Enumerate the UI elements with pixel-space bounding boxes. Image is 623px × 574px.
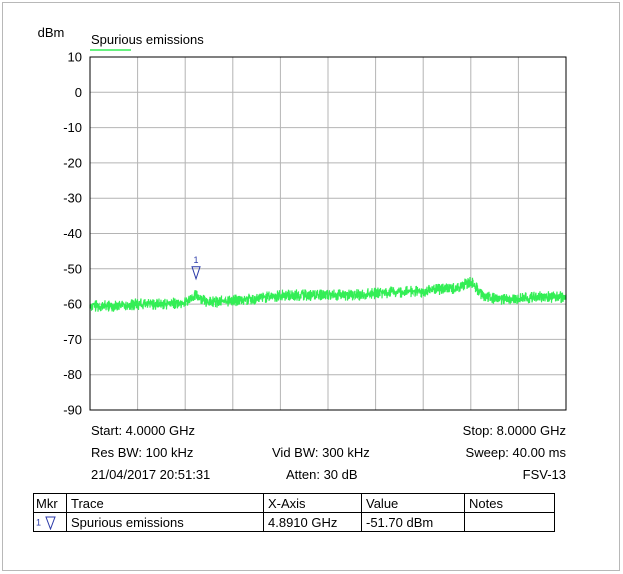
header-notes: Notes (464, 493, 555, 513)
table-row: 1 Spurious emissions 4.8910 GHz -51.70 d… (33, 512, 555, 532)
video-bandwidth: Vid BW: 300 kHz (272, 445, 370, 460)
y-tick-label: -90 (63, 403, 82, 418)
stop-frequency: Stop: 8.0000 GHz (462, 423, 566, 438)
markers: 1 (191, 255, 201, 281)
row-trace: Spurious emissions (66, 512, 264, 532)
marker-table-header: Mkr Trace X-Axis Value Notes (33, 493, 555, 513)
header-x-axis: X-Axis (263, 493, 362, 513)
trace-series (89, 276, 567, 312)
row-notes (464, 512, 555, 532)
y-tick-label: -70 (63, 332, 82, 347)
y-tick-label: -20 (63, 155, 82, 170)
grid (90, 57, 566, 410)
y-tick-label: -80 (63, 367, 82, 382)
trace-line (89, 276, 567, 312)
marker-id: 1 (36, 517, 42, 528)
marker-label: 1 (194, 255, 199, 265)
header-trace: Trace (66, 493, 264, 513)
legend-trace-label: Spurious emissions (91, 32, 204, 47)
row-value: -51.70 dBm (361, 512, 465, 532)
marker-triangle-icon (44, 516, 56, 531)
y-tick-label: -40 (63, 226, 82, 241)
y-axis-unit-label: dBm (38, 25, 65, 40)
y-tick-label: -30 (63, 191, 82, 206)
y-tick-labels: 10 0 -10 -20 -30 -40 -50 -60 -70 -80 -90 (63, 50, 82, 418)
timestamp: 21/04/2017 20:51:31 (91, 467, 211, 482)
header-mkr: Mkr (33, 493, 67, 513)
row-x-axis: 4.8910 GHz (263, 512, 362, 532)
marker-triangle (191, 266, 201, 281)
plot-area-border (89, 56, 567, 411)
attenuation: Atten: 30 dB (286, 467, 358, 482)
marker-table: Mkr Trace X-Axis Value Notes 1 Spurious … (33, 493, 555, 532)
y-tick-label: 10 (68, 50, 82, 65)
device-name: FSV-13 (522, 467, 566, 482)
y-tick-label: -60 (63, 297, 82, 312)
sweep-time: Sweep: 40.00 ms (465, 445, 566, 460)
y-tick-label: 0 (75, 85, 82, 100)
y-tick-label: -50 (63, 261, 82, 276)
header-value: Value (361, 493, 465, 513)
y-tick-label: -10 (63, 120, 82, 135)
row-mkr: 1 (33, 512, 67, 532)
resolution-bandwidth: Res BW: 100 kHz (91, 445, 194, 460)
start-frequency: Start: 4.0000 GHz (91, 423, 196, 438)
